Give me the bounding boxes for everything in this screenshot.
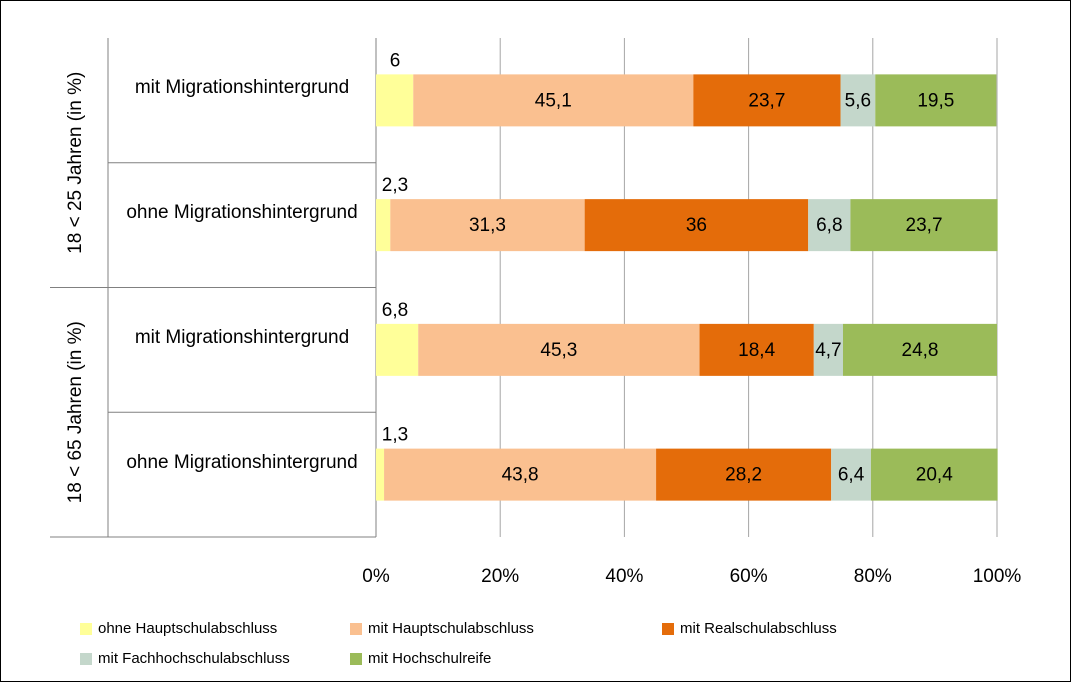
x-tick-label: 20% [481,566,519,587]
legend-label: ohne Hauptschulabschluss [98,620,278,637]
data-label: 5,6 [845,90,871,111]
x-tick-label: 40% [605,566,643,587]
legend-item: mit Realschulabschluss [662,620,837,637]
data-label: 45,3 [540,340,577,361]
bar-segment [875,74,997,127]
bar-segment [808,199,851,252]
data-label: 23,7 [748,90,785,111]
legend-label: mit Realschulabschluss [680,620,837,637]
x-tick-label: 80% [854,566,892,587]
data-label: 6 [390,50,401,71]
x-tick-label: 100% [973,566,1022,587]
legend-swatch [80,652,92,665]
legend-item: ohne Hauptschulabschluss [80,620,277,637]
data-label: 19,5 [917,90,954,111]
x-tick-label: 60% [730,566,768,587]
bar-segment [831,448,871,501]
bar-segment [384,448,657,501]
bar-segment [840,74,876,127]
data-label: 31,3 [469,215,506,236]
data-label: 6,4 [838,465,865,486]
data-label: 1,3 [382,425,408,446]
bar-segment [699,323,814,376]
bar-segment [656,448,832,501]
bar-segment [413,74,694,127]
data-label: 45,1 [535,90,572,111]
bar-segment [693,74,841,127]
legend-label: mit Hochschulreife [368,650,492,667]
bar-segment [376,199,391,252]
legend-item: mit Fachhochschulabschluss [80,650,290,667]
category-label: mit Migrationshintergrund [134,326,350,348]
x-tick-label: 0% [362,566,390,587]
category-label: ohne Migrationshintergrund [126,202,358,224]
bar-segment [390,199,585,252]
data-label: 23,7 [906,215,943,236]
bar-segment [842,323,997,376]
legend-label: mit Hauptschulabschluss [368,620,534,637]
data-label: 18,4 [738,340,775,361]
group-label: 18 < 25 Jahren (in %) [65,72,86,254]
bar-segment [418,323,700,376]
bar-segment [813,323,843,376]
legend-swatch [350,622,362,635]
legend-item: mit Hauptschulabschluss [350,620,534,637]
legend-swatch [350,652,362,665]
data-label: 43,8 [502,465,539,486]
data-label: 6,8 [816,215,842,236]
bar-segment [376,448,385,501]
bar-segment [376,323,419,376]
legend-swatch [80,622,92,635]
legend-label: mit Fachhochschulabschluss [98,650,290,667]
data-label: 6,8 [382,300,408,321]
bar-segment [870,448,998,501]
data-label: 28,2 [725,465,762,486]
legend-swatch [662,622,674,635]
bar-segment [376,74,414,127]
category-label: mit Migrationshintergrund [134,77,350,99]
group-label: 18 < 65 Jahren (in %) [65,321,86,503]
bar-segment [850,199,998,252]
category-label: ohne Migrationshintergrund [126,451,358,473]
data-label: 4,7 [815,340,841,361]
data-label: 24,8 [902,340,939,361]
data-label: 36 [686,215,707,236]
legend-item: mit Hochschulreife [350,650,491,667]
data-label: 20,4 [916,465,953,486]
data-label: 2,3 [382,175,408,196]
bar-segment [584,199,809,252]
